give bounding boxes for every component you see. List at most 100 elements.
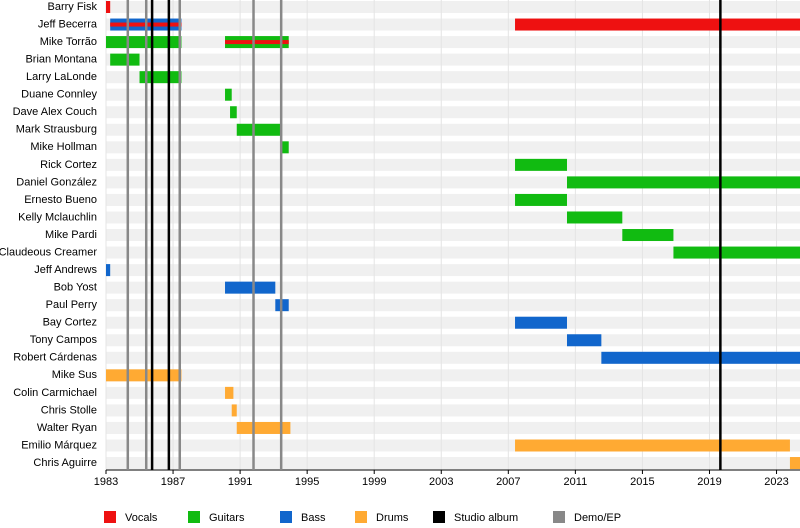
row-background: [106, 457, 800, 470]
row-background: [106, 36, 800, 49]
member-bar: [515, 18, 800, 31]
member-name: Rick Cortez: [40, 159, 97, 171]
x-tick-label: 1999: [362, 476, 386, 488]
member-name: Chris Stolle: [41, 404, 97, 416]
member-bar: [566, 176, 800, 189]
member-bar: [515, 193, 567, 206]
legend-swatch: [355, 511, 367, 523]
row-background: [106, 281, 800, 294]
row-background: [106, 88, 800, 101]
row-background: [106, 316, 800, 329]
member-bar: [225, 40, 289, 45]
legend-label: Bass: [301, 512, 326, 524]
row-background: [106, 421, 800, 434]
x-tick-label: 2011: [564, 476, 588, 488]
member-bar: [106, 36, 182, 49]
x-tick-label: 1983: [94, 476, 118, 488]
row-background: [106, 71, 800, 84]
row-background: [106, 386, 800, 399]
legend-swatch: [433, 511, 445, 523]
member-name: Chris Aguirre: [33, 457, 97, 469]
row-background: [106, 334, 800, 347]
member-bar: [225, 281, 276, 294]
member-bar: [230, 106, 237, 119]
member-name: Colin Carmichael: [13, 387, 97, 399]
member-bar: [515, 316, 567, 329]
member-bar: [601, 351, 800, 364]
member-name: Bob Yost: [54, 282, 97, 294]
row-background: [106, 193, 800, 206]
row-background: [106, 404, 800, 417]
member-bar: [106, 369, 182, 382]
row-background: [106, 229, 800, 242]
x-tick-label: 2007: [496, 476, 520, 488]
member-bar: [566, 211, 623, 224]
legend-label: Demo/EP: [574, 512, 621, 524]
member-name: Larry LaLonde: [26, 71, 97, 83]
x-tick-label: 2019: [697, 476, 721, 488]
member-name: Claudeous Creamer: [0, 246, 97, 258]
member-name: Walter Ryan: [37, 422, 97, 434]
member-bar: [515, 158, 567, 171]
member-name: Emilio Márquez: [21, 439, 97, 451]
member-bar: [673, 246, 800, 259]
member-name: Duane Connley: [21, 89, 97, 101]
x-tick-label: 1991: [228, 476, 252, 488]
member-bar: [106, 264, 111, 277]
member-name: Robert Cárdenas: [13, 352, 97, 364]
legend-label: Studio album: [454, 512, 518, 524]
member-name: Dave Alex Couch: [13, 106, 97, 118]
member-name: Bay Cortez: [43, 317, 97, 329]
x-tick-label: 1995: [295, 476, 319, 488]
row-background: [106, 246, 800, 259]
row-background: [106, 369, 800, 382]
member-name: Mark Strausburg: [16, 124, 97, 136]
row-background: [106, 299, 800, 312]
member-bar: [622, 229, 674, 242]
member-name: Paul Perry: [46, 299, 98, 311]
member-bar: [231, 404, 237, 417]
legend-swatch: [553, 511, 565, 523]
member-bar: [515, 439, 790, 452]
x-tick-label: 1987: [161, 476, 185, 488]
row-background: [106, 211, 800, 224]
member-name: Mike Sus: [52, 369, 98, 381]
row-background: [106, 123, 800, 136]
x-tick-label: 2023: [764, 476, 788, 488]
legend-label: Vocals: [125, 512, 158, 524]
member-bar: [566, 334, 602, 347]
legend-label: Guitars: [209, 512, 245, 524]
x-tick-label: 2015: [630, 476, 654, 488]
member-bar: [225, 88, 232, 101]
member-name: Daniel González: [16, 176, 97, 188]
row-background: [106, 53, 800, 66]
member-name: Jeff Andrews: [34, 264, 97, 276]
member-bar: [225, 386, 234, 399]
member-name: Barry Fisk: [48, 1, 98, 13]
row-background: [106, 1, 800, 13]
legend-swatch: [188, 511, 200, 523]
legend-swatch: [280, 511, 292, 523]
row-background: [106, 141, 800, 154]
member-bar: [139, 71, 182, 84]
member-bar: [789, 457, 800, 470]
member-name: Jeff Becerra: [38, 18, 98, 30]
member-name: Mike Pardi: [45, 229, 97, 241]
member-name: Brian Montana: [25, 54, 97, 66]
member-name: Mike Hollman: [30, 141, 97, 153]
row-background: [106, 158, 800, 171]
member-bar: [236, 123, 283, 136]
member-name: Tony Campos: [30, 334, 98, 346]
member-name: Kelly Mclauchlin: [18, 211, 97, 223]
member-bar: [236, 421, 291, 434]
row-background: [106, 264, 800, 277]
legend-label: Drums: [376, 512, 409, 524]
member-bar: [110, 53, 140, 66]
legend-swatch: [104, 511, 116, 523]
member-name: Ernesto Bueno: [24, 194, 97, 206]
member-bar: [282, 141, 289, 154]
member-bar: [106, 1, 111, 13]
x-tick-label: 2003: [429, 476, 453, 488]
member-name: Mike Torrão: [40, 36, 97, 48]
